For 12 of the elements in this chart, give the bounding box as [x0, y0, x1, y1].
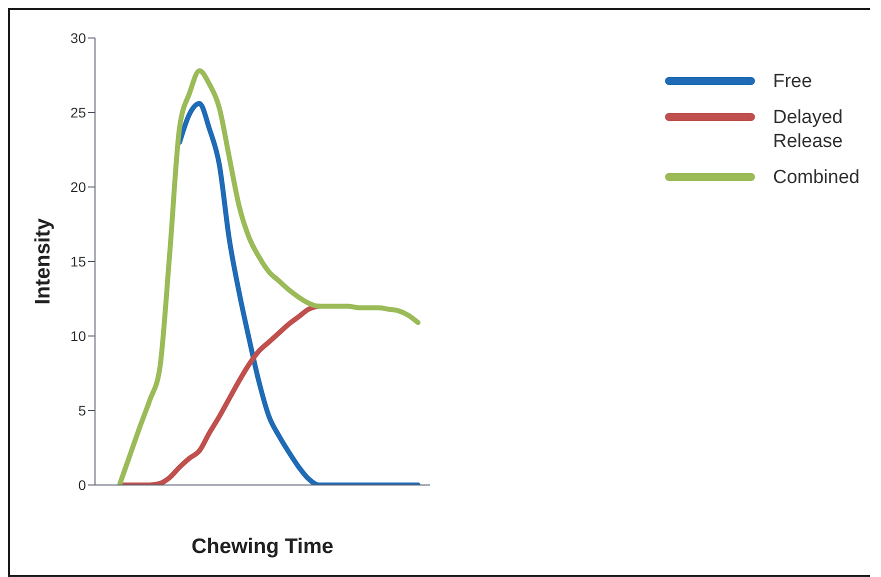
- y-tick-label: 15: [70, 253, 86, 270]
- y-tick-label: 20: [70, 178, 86, 195]
- y-tick-label: 30: [70, 30, 86, 46]
- legend-label: Free: [773, 70, 814, 94]
- legend-label: Combined: [773, 166, 861, 190]
- y-tick-label: 0: [78, 476, 86, 493]
- y-tick-label: 5: [78, 402, 86, 418]
- y-tick-label: 10: [70, 328, 86, 344]
- legend-label: Delayed Release: [773, 106, 844, 154]
- y-tick-label: 25: [70, 104, 86, 120]
- x-axis-title: Chewing Time: [192, 535, 334, 558]
- y-axis-title: Intensity: [31, 218, 54, 305]
